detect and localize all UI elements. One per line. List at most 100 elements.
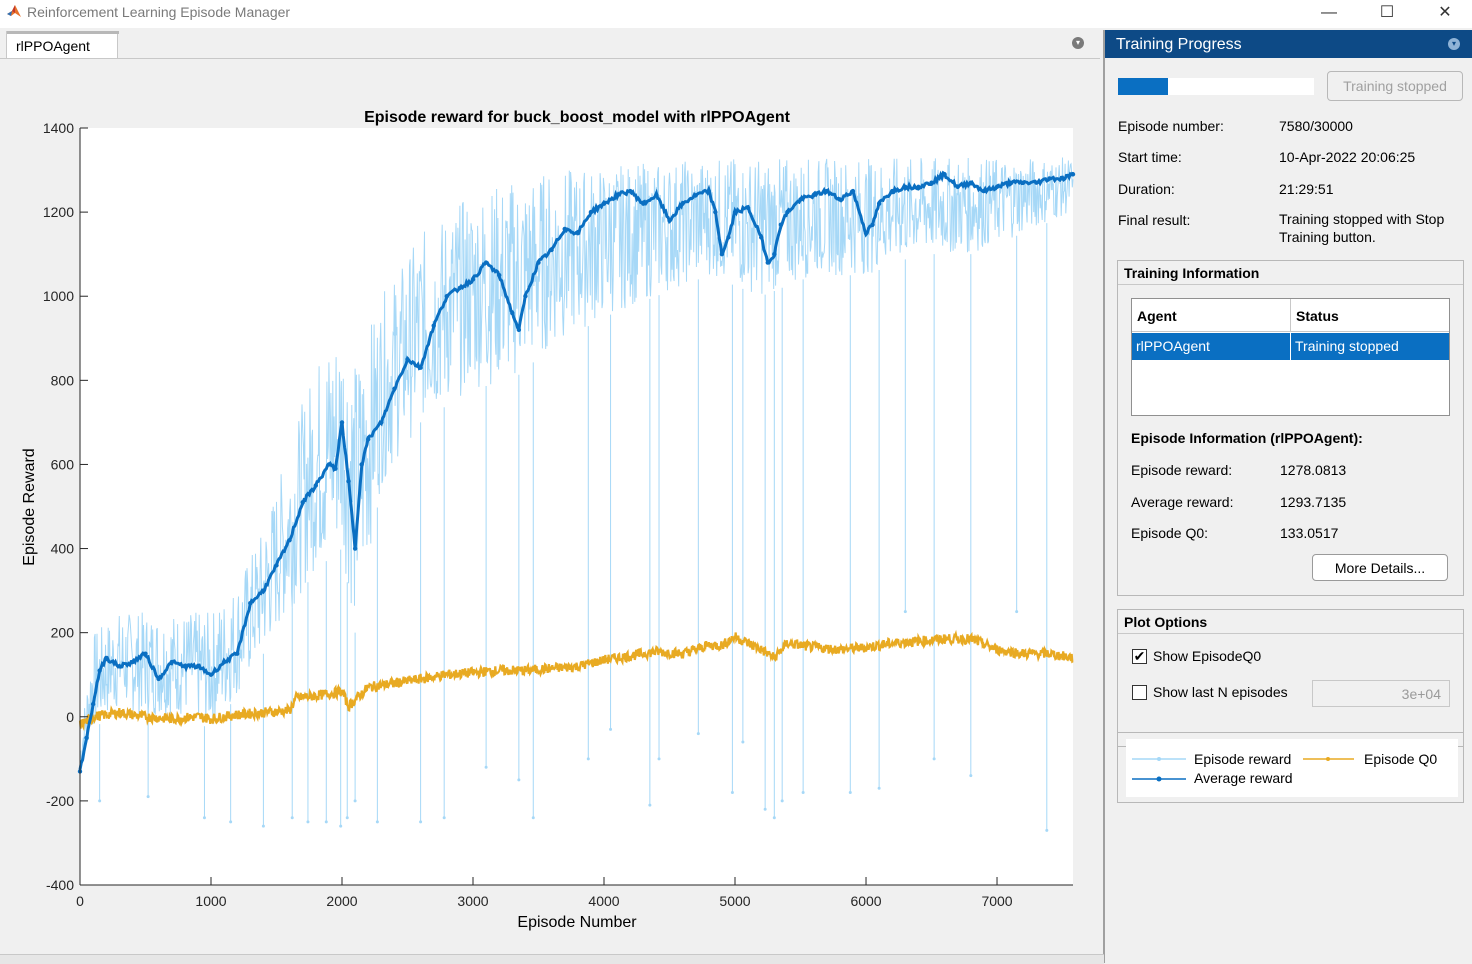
show-last-n-checkbox[interactable] xyxy=(1132,685,1147,700)
episode-reward-dip-point xyxy=(969,774,973,778)
average-reward-point xyxy=(890,188,895,194)
document-tabstrip: rlPPOAgent ▾ xyxy=(0,28,1100,59)
table-row[interactable]: rlPPOAgent Training stopped xyxy=(1132,333,1449,360)
panel-menu-chevron-icon[interactable]: ▾ xyxy=(1448,38,1460,50)
average-reward-point xyxy=(654,193,659,198)
average-reward-point xyxy=(130,659,135,665)
x-tick-label: 3000 xyxy=(457,893,488,909)
x-tick-label: 6000 xyxy=(850,893,881,909)
final-result-value: Training stopped with Stop Training butt… xyxy=(1279,211,1445,245)
episode-reward-dip-point xyxy=(877,786,881,790)
legend-group: Episode reward Average reward Episode Q0 xyxy=(1117,732,1464,803)
average-reward-point xyxy=(208,672,214,677)
tab-menu-chevron-icon[interactable]: ▾ xyxy=(1072,37,1084,49)
average-reward-point xyxy=(772,251,777,257)
average-reward-point xyxy=(1070,172,1076,177)
stop-training-button[interactable]: Training stopped xyxy=(1327,71,1463,101)
average-reward-point xyxy=(641,201,646,206)
episode-q0-label: Episode Q0: xyxy=(1131,525,1209,541)
training-information-title: Training Information xyxy=(1118,261,1463,285)
horizontal-scrollbar[interactable] xyxy=(0,954,1104,964)
episode-reward-dip-point xyxy=(306,820,310,824)
x-tick-label: 7000 xyxy=(981,893,1012,909)
average-reward-value: 1293.7135 xyxy=(1280,494,1347,510)
x-tick-label: 5000 xyxy=(719,893,750,909)
show-episodeq0-checkbox[interactable]: ✔ xyxy=(1132,649,1147,664)
chart-title: Episode reward for buck_boost_model with… xyxy=(364,109,791,126)
column-header-status[interactable]: Status xyxy=(1291,299,1449,332)
episode-reward-value: 1278.0813 xyxy=(1280,462,1347,478)
average-reward-point xyxy=(90,701,96,707)
maximize-button[interactable]: ☐ xyxy=(1379,4,1395,21)
average-reward-point xyxy=(1007,180,1013,185)
episode-reward-dip-point xyxy=(261,824,265,828)
average-reward-point xyxy=(929,180,934,185)
episode-reward-dip-point xyxy=(345,816,349,820)
episode-reward-dip-point xyxy=(932,757,936,761)
average-reward-point xyxy=(837,197,843,202)
more-details-button[interactable]: More Details... xyxy=(1312,554,1448,581)
status-cell: Training stopped xyxy=(1295,338,1399,354)
average-reward-point xyxy=(981,188,987,194)
legend-swatch-episode-q0 xyxy=(1303,757,1354,761)
average-reward-point xyxy=(916,184,921,190)
average-reward-point xyxy=(824,188,829,194)
average-reward-point xyxy=(994,184,1000,190)
average-reward-point xyxy=(732,209,738,215)
average-reward-point xyxy=(1034,180,1039,185)
window-title: Reinforcement Learning Episode Manager xyxy=(27,4,291,20)
legend-swatch-episode-reward xyxy=(1132,757,1186,761)
average-reward-point xyxy=(850,188,856,194)
average-reward-point xyxy=(876,201,882,206)
average-reward-point xyxy=(549,247,554,253)
average-reward-point xyxy=(1021,180,1026,185)
start-time-label: Start time: xyxy=(1118,149,1182,165)
legend-swatches xyxy=(1132,757,1354,782)
average-reward-point xyxy=(778,222,784,227)
episode-reward-dip-point xyxy=(848,790,852,794)
checkmark-icon: ✔ xyxy=(1133,648,1146,664)
average-reward-point xyxy=(379,420,384,425)
episode-reward-line xyxy=(79,157,1074,767)
average-reward-point xyxy=(117,664,122,669)
average-reward-point xyxy=(863,230,869,236)
average-reward-point xyxy=(431,323,436,328)
average-reward-point xyxy=(104,655,109,661)
average-reward-point xyxy=(1060,176,1065,181)
episode-reward-dip-point xyxy=(517,778,521,782)
y-tick-label: -400 xyxy=(46,877,74,893)
average-reward-point xyxy=(693,193,698,198)
average-reward-point xyxy=(510,310,515,316)
average-reward-point xyxy=(903,184,908,190)
average-reward-point xyxy=(588,209,594,215)
y-tick-label: 0 xyxy=(66,709,74,725)
episode-reward-dip-point xyxy=(339,824,343,828)
close-button[interactable]: ✕ xyxy=(1438,4,1452,21)
agent-status-table: Agent Status rlPPOAgent Training stopped xyxy=(1131,298,1450,416)
average-reward-point xyxy=(811,193,816,198)
episode-q0-value: 133.0517 xyxy=(1280,525,1339,541)
episode-information-title: Episode Information (rlPPOAgent): xyxy=(1131,430,1363,446)
average-reward-point xyxy=(457,285,463,291)
average-reward-point xyxy=(536,260,541,265)
average-reward-point xyxy=(169,659,174,665)
average-reward-point xyxy=(418,365,423,370)
y-tick-label: 1000 xyxy=(43,288,74,304)
column-header-agent[interactable]: Agent xyxy=(1132,299,1291,332)
average-reward-point xyxy=(765,260,770,265)
episode-reward-dip-point xyxy=(780,799,784,803)
tab-rlppoagent[interactable]: rlPPOAgent xyxy=(6,31,119,58)
average-reward-point xyxy=(968,180,974,185)
duration-label: Duration: xyxy=(1118,181,1175,197)
episode-q0-line xyxy=(78,629,1074,732)
y-tick-label: 400 xyxy=(51,541,75,557)
minimize-button[interactable]: — xyxy=(1321,4,1337,21)
episode-reward-dip-point xyxy=(696,732,700,736)
average-reward-point xyxy=(680,201,685,206)
training-information-group: Training Information Agent Status rlPPOA… xyxy=(1117,260,1464,596)
plot-area-background xyxy=(80,128,1073,885)
last-n-episodes-field[interactable]: 3e+04 xyxy=(1312,680,1450,707)
pane-splitter[interactable] xyxy=(1103,30,1105,963)
average-reward-point xyxy=(516,327,522,333)
average-reward-point xyxy=(719,251,725,257)
